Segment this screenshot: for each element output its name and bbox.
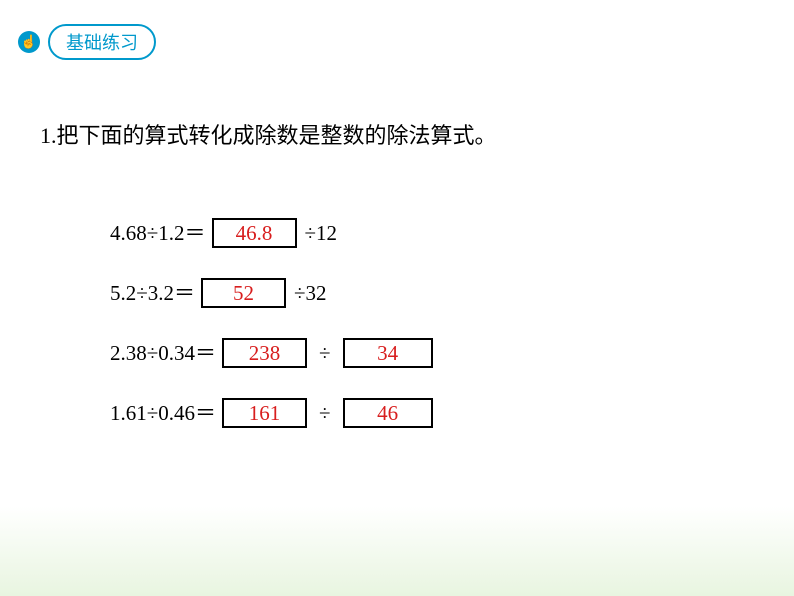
- divide-operator: ÷: [319, 343, 331, 364]
- answer-box: 238: [222, 338, 307, 368]
- answer-value: 34: [377, 343, 398, 364]
- answer-value: 46: [377, 403, 398, 424]
- answer-box: 34: [343, 338, 433, 368]
- header-label: 基础练习: [48, 24, 156, 60]
- equation-row: 1.61÷0.46＝ 161 ÷ 46: [110, 398, 794, 428]
- section-header: ☝ 基础练习: [0, 0, 794, 60]
- answer-box: 46: [343, 398, 433, 428]
- answer-box: 161: [222, 398, 307, 428]
- equation-row: 5.2÷3.2＝ 52 ÷32: [110, 278, 794, 308]
- answer-value: 52: [233, 283, 254, 304]
- header-bullet-icon: ☝: [18, 31, 40, 53]
- equation-left: 2.38÷0.34＝: [110, 343, 216, 364]
- equations-block: 4.68÷1.2＝ 46.8 ÷12 5.2÷3.2＝ 52 ÷32 2.38÷…: [110, 218, 794, 428]
- equation-row: 4.68÷1.2＝ 46.8 ÷12: [110, 218, 794, 248]
- answer-box: 52: [201, 278, 286, 308]
- answer-value: 161: [249, 403, 281, 424]
- answer-box: 46.8: [212, 218, 297, 248]
- answer-value: 238: [249, 343, 281, 364]
- equation-right: ÷12: [305, 223, 338, 244]
- equation-right: ÷32: [294, 283, 327, 304]
- divide-operator: ÷: [319, 403, 331, 424]
- equation-left: 5.2÷3.2＝: [110, 283, 195, 304]
- equation-left: 1.61÷0.46＝: [110, 403, 216, 424]
- answer-value: 46.8: [236, 223, 273, 244]
- equation-row: 2.38÷0.34＝ 238 ÷ 34: [110, 338, 794, 368]
- equation-left: 4.68÷1.2＝: [110, 223, 206, 244]
- instruction-text: 1.把下面的算式转化成除数是整数的除法算式。: [40, 118, 794, 150]
- header-icon-glyph: ☝: [21, 34, 37, 50]
